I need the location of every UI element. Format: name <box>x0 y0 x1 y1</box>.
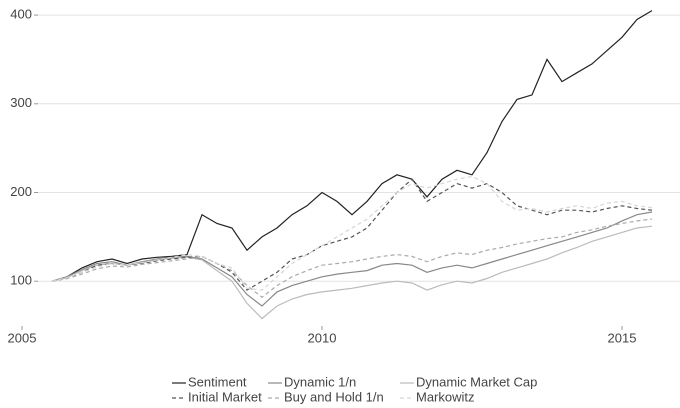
legend-label: Markowitz <box>416 389 475 404</box>
series-line <box>51 225 653 320</box>
legend-label: Buy and Hold 1/n <box>284 389 384 404</box>
legend-label: Initial Market <box>188 389 262 404</box>
legend-label: Sentiment <box>188 374 247 389</box>
x-tick-label: 2015 <box>608 330 637 345</box>
legend-label: Dynamic 1/n <box>284 374 356 389</box>
series-line <box>51 218 653 298</box>
series-line <box>51 175 653 291</box>
y-tick-label: 100 <box>10 273 32 288</box>
series-line <box>51 10 653 282</box>
x-tick-label: 2005 <box>8 330 37 345</box>
y-tick-label: 200 <box>10 184 32 199</box>
series-line <box>51 211 653 307</box>
series-line <box>51 178 653 291</box>
y-tick-label: 400 <box>10 7 32 22</box>
x-tick-label: 2010 <box>308 330 337 345</box>
y-tick-label: 300 <box>10 95 32 110</box>
legend-label: Dynamic Market Cap <box>416 374 537 389</box>
